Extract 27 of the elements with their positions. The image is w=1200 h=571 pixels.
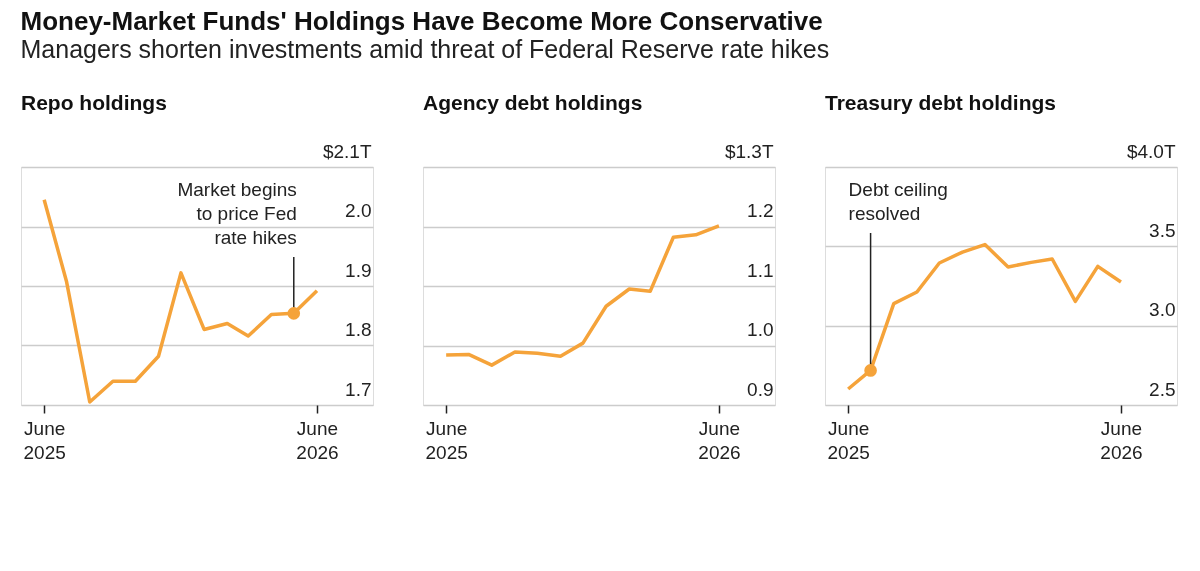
annotation: Debt ceiling resolved — [848, 179, 948, 224]
x-tick-label: June 2025 — [425, 417, 468, 463]
x-tick-label: June 2026 — [1100, 417, 1143, 463]
y-tick-label: 2.5 — [1149, 378, 1176, 400]
y-tick-label: 0.9 — [747, 378, 774, 400]
x-tick-label: June 2026 — [296, 417, 339, 463]
y-tick-label: 1.8 — [345, 319, 372, 340]
chart-title: Agency debt holdings — [423, 91, 643, 114]
y-tick-label: $4.0T — [1126, 140, 1176, 162]
y-tick-label: 1.9 — [345, 259, 372, 281]
y-tick-label: $2.1T — [322, 140, 372, 162]
annotation: Market begins to price Fed rate hikes — [177, 179, 297, 248]
chart-title: Repo holdings — [21, 91, 167, 114]
x-tick-label: June 2026 — [698, 417, 741, 463]
y-tick-label: 1.0 — [747, 319, 774, 340]
y-tick-label: 2.0 — [345, 200, 372, 221]
y-tick-label: 1.1 — [747, 259, 774, 281]
y-tick-label: $1.3T — [724, 140, 774, 162]
x-tick-label: June 2025 — [23, 417, 66, 463]
y-tick-label: 1.7 — [345, 378, 372, 400]
y-tick-label: 3.0 — [1149, 299, 1176, 321]
text: Managers shorten investments amid threat of Federal Reserve rate hikes — [20, 34, 830, 63]
text: Money-Market Funds' Holdings Have Become More Conservative — [20, 5, 823, 36]
y-tick-label: 1.2 — [747, 200, 774, 221]
x-tick-label: June 2025 — [827, 417, 870, 463]
y-tick-label: 3.5 — [1149, 219, 1176, 241]
chart-title: Treasury debt holdings — [825, 91, 1057, 114]
